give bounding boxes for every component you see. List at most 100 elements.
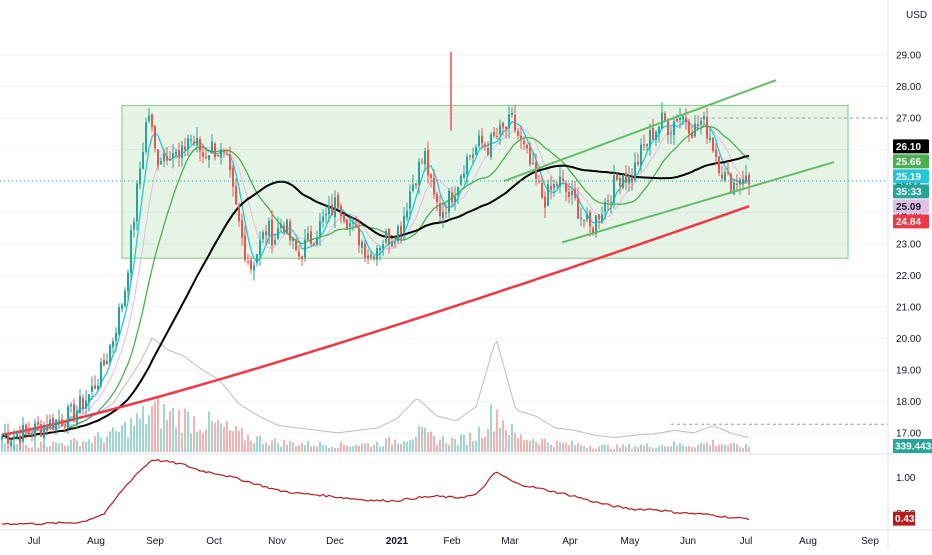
volume-bar [490,404,492,452]
volume-bar [295,446,297,452]
candle-body [388,228,390,245]
candle-body [142,151,144,169]
volume-bar [49,445,51,452]
candle-body [61,419,63,426]
y-tick-label: 29.00 [896,50,921,61]
candle-body [292,237,294,242]
candle-body [331,204,333,216]
indicator-tick-label: 1.00 [896,473,916,484]
candle-body [223,151,225,153]
candle-body [478,135,480,147]
volume-bar [172,408,174,452]
x-tick-label: May [621,536,640,547]
volume-bar [31,447,33,452]
volume-bar [403,441,405,452]
candle-body [241,220,243,238]
volume-bar [424,427,426,452]
candle-body [184,146,186,150]
volume-bar [355,444,357,452]
candle-body [109,345,111,363]
volume-bar [385,438,387,452]
volume-bar [349,446,351,452]
volume-bar [562,442,564,452]
volume-bar [511,424,513,452]
volume-bar [610,448,612,452]
candle-body [532,163,534,165]
volume-bar [352,446,354,452]
candle-body [358,228,360,246]
candle-body [301,256,303,260]
candle-body [658,126,660,134]
candle-body [253,265,255,271]
volume-bar [472,441,474,452]
x-tick-label: Aug [799,536,817,547]
candle-body [31,434,33,436]
price-badge-label: 24.84 [896,217,921,228]
candle-body [22,425,24,442]
candle-body [34,423,36,438]
candle-body [361,241,363,248]
candle-body [124,290,126,307]
volume-bar [418,425,420,452]
volume-bar [595,448,597,452]
candle-body [568,191,570,198]
volume-bar [163,403,165,452]
candle-body [127,272,129,292]
volume-bar [10,444,12,452]
channel-upper-line[interactable] [503,79,777,182]
candle-body [268,220,270,236]
candle-body [508,114,510,129]
candle-body [595,215,597,234]
volume-bar [154,401,156,452]
candle-body [340,205,342,217]
channel-lower-line[interactable] [561,161,835,244]
candle-body [580,217,582,219]
candle-body [334,197,336,218]
channel-trendlines[interactable] [0,79,888,244]
candle-body [364,243,366,258]
candle-body [505,126,507,130]
volume-bar [73,438,75,452]
candle-body [157,149,159,166]
volume-bar [328,448,330,452]
volume-bar [325,445,327,452]
x-tick-label: Jun [680,536,696,547]
y-tick-label: 23.00 [896,240,921,251]
volume-bar [256,436,258,452]
volume-bar [205,429,207,452]
candle-body [625,173,627,183]
candle-body [574,189,576,199]
candles-layer [1,51,750,451]
volume-bar [331,446,333,452]
candle-body [466,156,468,174]
x-tick-label: Aug [87,536,105,547]
candle-body [535,162,537,180]
volume-bar [4,443,6,452]
candle-body [715,149,717,157]
volume-bar [7,446,9,452]
price-badge [893,139,929,154]
candle-body [487,147,489,155]
volume-bar [271,440,273,452]
volume-bar [688,446,690,452]
candle-body [589,212,591,227]
volume-bar [679,442,681,452]
volume-bar [592,448,594,452]
candle-body [451,192,453,203]
candle-body [193,141,195,144]
candle-body [547,184,549,206]
currency-label[interactable]: USD [906,10,927,21]
volume-bar [628,443,630,452]
volume-bar [469,432,471,452]
volume-bar [253,443,255,452]
candle-body [106,361,108,365]
y-tick-label: 17.00 [896,429,921,440]
candle-body [562,178,564,181]
candle-body [325,213,327,216]
candle-body [517,131,519,136]
volume-bar [181,432,183,452]
volume-bar [601,444,603,452]
volume-bar [166,420,168,452]
